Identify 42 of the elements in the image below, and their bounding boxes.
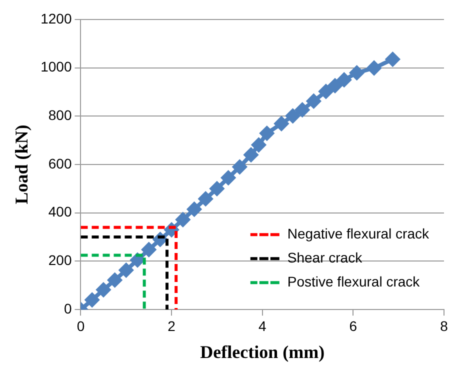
point xyxy=(244,148,258,162)
x-tick-label: 4 xyxy=(258,318,266,334)
point xyxy=(210,182,224,196)
point xyxy=(337,72,352,87)
point xyxy=(286,108,300,123)
x-tick-label: 0 xyxy=(76,318,85,334)
point xyxy=(318,84,333,98)
y-tick-label: 800 xyxy=(48,106,72,123)
point xyxy=(119,263,134,278)
y-tick-label: 200 xyxy=(48,252,72,268)
point xyxy=(187,202,202,216)
x-axis-title: Deflection (mm) xyxy=(200,342,325,362)
point xyxy=(252,138,266,152)
point xyxy=(367,61,382,76)
point xyxy=(176,212,190,227)
y-tick-label: 0 xyxy=(64,300,72,316)
x-tick-label: 6 xyxy=(349,318,358,334)
point xyxy=(221,170,236,185)
point xyxy=(108,273,122,288)
y-tick-label: 600 xyxy=(48,155,72,172)
point xyxy=(260,126,274,140)
legend-label: Negative flexural crack xyxy=(287,225,430,242)
y-tick-label: 1200 xyxy=(40,10,72,26)
y-tick-label: 1000 xyxy=(40,58,72,75)
x-tick-label: 2 xyxy=(168,318,176,334)
point xyxy=(306,94,321,108)
y-axis-title: Load (kN) xyxy=(11,124,32,204)
y-tick-label: 400 xyxy=(48,204,72,220)
point xyxy=(328,78,342,93)
legend-label: Shear crack xyxy=(287,249,364,266)
point xyxy=(85,292,100,307)
point xyxy=(274,116,288,131)
point xyxy=(142,242,156,257)
legend-label: Postive flexural crack xyxy=(287,273,421,290)
point xyxy=(295,102,310,117)
point xyxy=(350,66,364,80)
x-tick-label: 8 xyxy=(440,318,448,334)
point xyxy=(96,282,110,297)
point xyxy=(130,253,145,268)
point xyxy=(232,160,247,174)
point xyxy=(386,52,400,66)
point xyxy=(198,192,213,206)
